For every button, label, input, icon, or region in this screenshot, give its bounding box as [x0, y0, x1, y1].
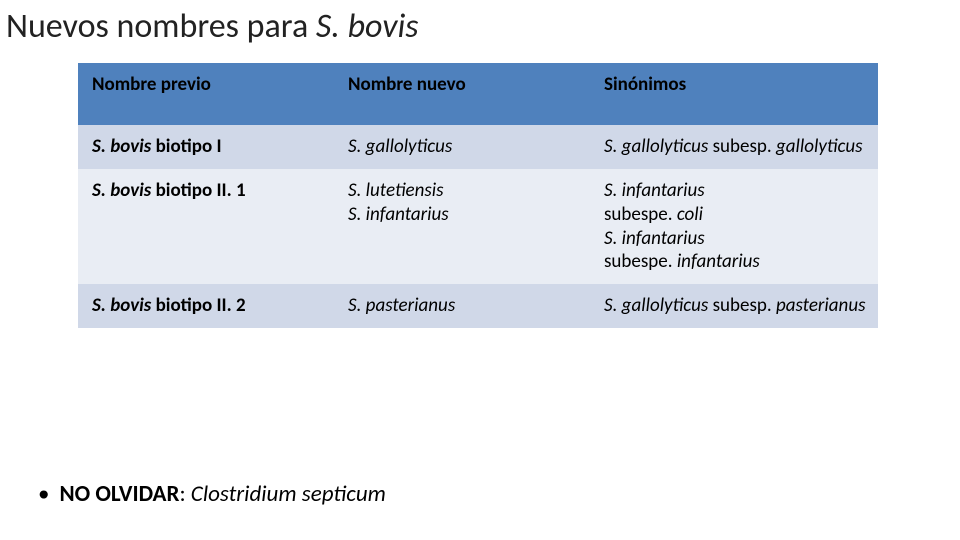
table-header-row: Nombre previo Nombre nuevo Sinónimos	[78, 63, 878, 125]
title-species: S. bovis	[316, 6, 419, 47]
col-header-sinonimos: Sinónimos	[590, 63, 878, 125]
previo-rest: biotipo I	[151, 135, 221, 158]
cell-sinonimos: S. gallolyticus subesp. pasterianus	[590, 284, 878, 328]
nuevo-name: S. pasterianus	[348, 294, 455, 317]
previo-species: S. bovis	[92, 179, 151, 202]
previo-rest: biotipo II. 2	[151, 294, 245, 317]
bullet-species: Clostridium septicum	[191, 480, 386, 508]
bullet-label: NO OLVIDAR	[59, 480, 179, 508]
slide: Nuevos nombres para S. bovis Nombre prev…	[0, 0, 960, 540]
cell-nuevo: S. lutetiensis S. infantarius	[334, 169, 590, 284]
names-table-wrap: Nombre previo Nombre nuevo Sinónimos S. …	[78, 63, 878, 328]
cell-sinonimos: S. gallolyticus subesp. gallolyticus	[590, 125, 878, 169]
table-row: S. bovis biotipo II. 2 S. pasterianus S.…	[78, 284, 878, 328]
title-prefix: Nuevos nombres para	[6, 6, 316, 47]
cell-nuevo: S. gallolyticus	[334, 125, 590, 169]
previo-species: S. bovis	[92, 294, 151, 317]
cell-previo: S. bovis biotipo I	[78, 125, 334, 169]
names-table: Nombre previo Nombre nuevo Sinónimos S. …	[78, 63, 878, 328]
footnote-bullet: •NO OLVIDAR: Clostridium septicum	[38, 480, 386, 508]
table-row: S. bovis biotipo I S. gallolyticus S. ga…	[78, 125, 878, 169]
cell-nuevo: S. pasterianus	[334, 284, 590, 328]
bullet-dot-icon: •	[38, 480, 59, 508]
cell-previo: S. bovis biotipo II. 1	[78, 169, 334, 284]
col-header-previo: Nombre previo	[78, 63, 334, 125]
previo-species: S. bovis	[92, 135, 151, 158]
table-row: S. bovis biotipo II. 1 S. lutetiensis S.…	[78, 169, 878, 284]
cell-previo: S. bovis biotipo II. 2	[78, 284, 334, 328]
col-header-nuevo: Nombre nuevo	[334, 63, 590, 125]
bullet-sep: :	[179, 480, 190, 508]
nuevo-name: S. gallolyticus	[348, 135, 452, 158]
cell-sinonimos: S. infantarius subespe. coli S. infantar…	[590, 169, 878, 284]
previo-rest: biotipo II. 1	[151, 179, 245, 202]
slide-title: Nuevos nombres para S. bovis	[0, 8, 960, 45]
